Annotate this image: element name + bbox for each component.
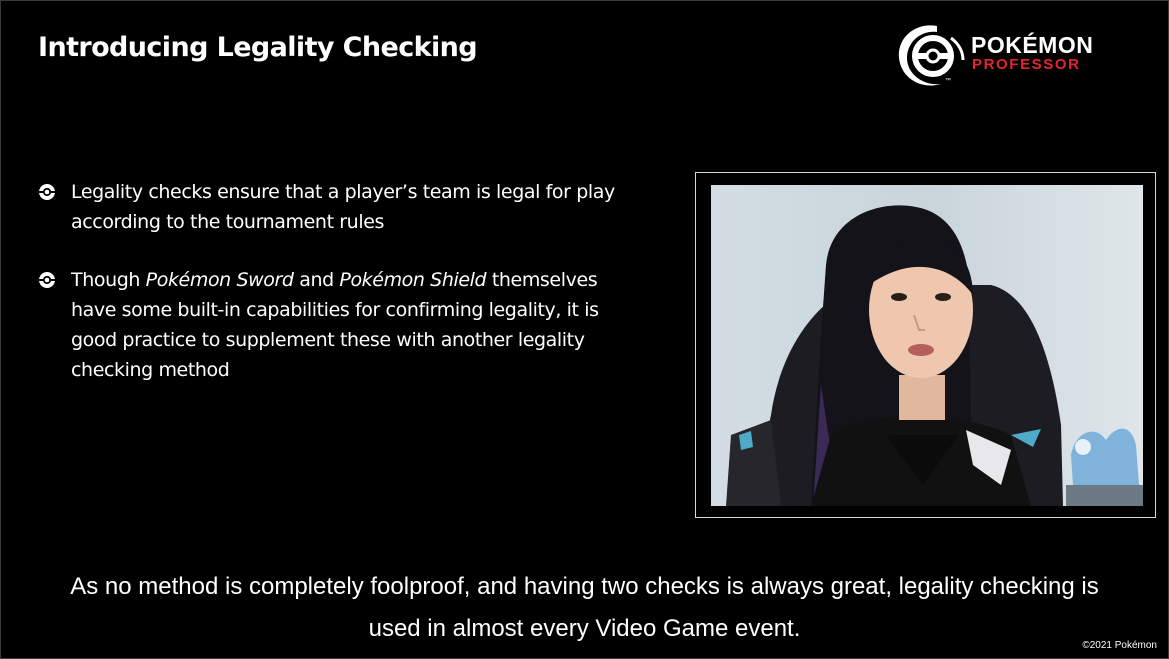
game-title-shield: Pokémon Shield (339, 269, 487, 291)
logo-word-professor: PROFESSOR (972, 56, 1081, 73)
bullet-text-2-post: themselves have some built-in capabiliti… (71, 269, 599, 381)
game-title-sword: Pokémon Sword (145, 269, 294, 291)
presenter-webcam-feed (711, 185, 1143, 506)
video-frame-border (695, 172, 1156, 518)
copyright-notice: ©2021 Pokémon (1082, 640, 1157, 651)
bullet-text-1: Legality checks ensure that a player’s t… (71, 181, 615, 233)
trademark-mark: ™ (945, 78, 951, 84)
caption-line-1: As no method is completely foolproof, an… (66, 571, 1103, 602)
pokemon-professor-logo: POKÉMON PROFESSOR ™ (893, 20, 1143, 92)
poke-ball-bullet-icon (39, 272, 55, 288)
bullet-list: Legality checks ensure that a player’s t… (38, 177, 628, 413)
bullet-text-2-mid: and (293, 269, 340, 291)
bullet-item-2: Though Pokémon Sword and Pokémon Shield … (38, 265, 628, 385)
logo-word-pokemon: POKÉMON (971, 32, 1094, 58)
subtitle-caption: As no method is completely foolproof, an… (0, 566, 1169, 650)
slide-title: Introducing Legality Checking (38, 32, 478, 63)
poke-ball-bullet-icon (39, 184, 55, 200)
caption-line-2: used in almost every Video Game event. (364, 613, 805, 644)
bullet-item-1: Legality checks ensure that a player’s t… (38, 177, 628, 237)
presenter-image (711, 185, 1143, 506)
bullet-text-2-pre: Though (71, 269, 146, 291)
poke-ball-swoosh-icon (898, 25, 965, 86)
